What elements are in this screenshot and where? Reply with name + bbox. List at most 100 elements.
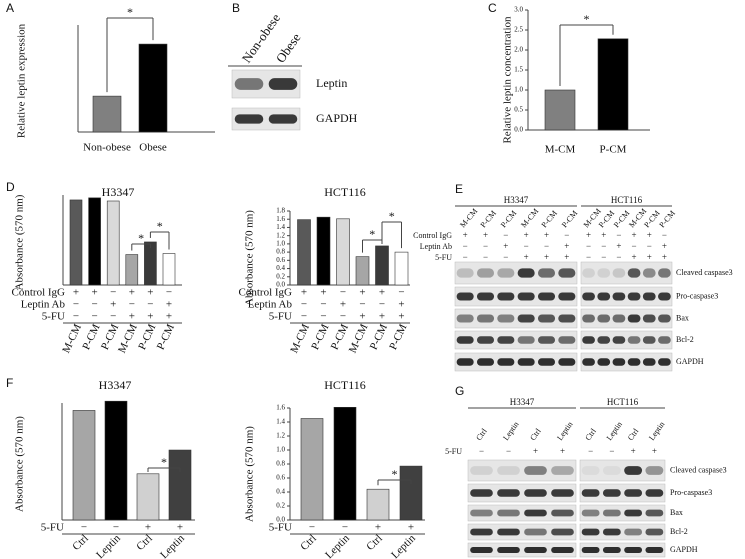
y-tick-label: 1.2 <box>276 231 285 239</box>
blot-band <box>658 314 671 323</box>
condition-sign: + <box>110 299 116 311</box>
blot-membrane <box>580 330 673 350</box>
condition-sign: + <box>524 252 529 262</box>
y-tick-label: 0.0 <box>276 281 285 289</box>
bar <box>136 473 160 521</box>
x-tick-label: Leptin <box>323 532 352 559</box>
bar <box>399 465 423 521</box>
condition-sign: + <box>166 299 172 311</box>
y-tick-label: 0.6 <box>276 256 285 264</box>
blot-group-label: H3347 <box>510 397 535 407</box>
blot-membrane <box>467 483 577 503</box>
blot-band <box>524 489 547 497</box>
y-tick-label: 1.8 <box>276 207 285 215</box>
condition-sign: − <box>662 230 667 240</box>
blot-band-label: Bax <box>676 313 689 322</box>
blot-band <box>497 547 520 553</box>
condition-sign: − <box>301 311 307 323</box>
blot-band <box>597 292 611 301</box>
condition-sign: + <box>524 230 529 240</box>
blot-band <box>624 466 643 475</box>
condition-sign: + <box>375 522 381 534</box>
condition-sign: + <box>129 311 135 323</box>
condition-sign: − <box>506 446 511 456</box>
condition-sign: + <box>398 299 404 311</box>
condition-sign: + <box>408 522 414 534</box>
condition-sign: + <box>632 230 637 240</box>
blot-membrane <box>467 504 577 522</box>
blot-band <box>627 336 641 344</box>
blot-band <box>497 336 515 344</box>
y-axis-label: Absorbance (570 nm) <box>244 426 256 522</box>
blot-band <box>582 358 595 366</box>
bar <box>366 488 390 521</box>
blot-membrane <box>454 330 578 350</box>
x-tick-label: P-CM <box>387 322 409 352</box>
x-tick-label: Ctrl <box>298 532 319 553</box>
blot-band <box>551 489 574 497</box>
blot-band <box>497 314 515 323</box>
condition-sign: + <box>129 287 135 299</box>
condition-sign: − <box>359 299 365 311</box>
blot-band <box>642 336 656 344</box>
significance-label: * <box>392 467 398 481</box>
blot-band <box>645 528 664 536</box>
blot-band <box>602 466 621 475</box>
y-tick-label: 0.0 <box>514 126 523 134</box>
blot-band-label: GAPDH <box>676 357 704 366</box>
condition-sign: − <box>601 241 606 251</box>
condition-sign: + <box>564 252 569 262</box>
blot-lane-label: Leptin <box>555 420 574 442</box>
blot-band <box>558 314 576 323</box>
blot-group-label: HCT116 <box>607 397 639 407</box>
blot-band <box>234 114 264 124</box>
blot-band <box>470 466 493 475</box>
x-tick-label: Leptin <box>94 532 123 559</box>
x-tick-label: Non-obese <box>83 142 131 154</box>
blot-lane-label: Ctrl <box>626 426 641 442</box>
x-tick-label: P-CM <box>155 322 177 352</box>
blot-band <box>597 314 611 323</box>
blot-band <box>537 358 556 366</box>
blot-band <box>456 314 474 323</box>
blot-membrane <box>579 542 666 558</box>
condition-sign: − <box>616 230 621 240</box>
condition-sign: − <box>564 230 569 240</box>
blot-band <box>551 509 574 517</box>
blot-band <box>624 528 643 536</box>
y-tick-label: 1.4 <box>276 418 285 426</box>
blot-band <box>642 314 656 323</box>
blot-lane-label: P-CM <box>499 209 518 230</box>
blot-band <box>582 314 595 323</box>
blot-group-label: HCT116 <box>611 195 643 205</box>
blot-band <box>658 292 671 301</box>
x-tick-label: Leptin <box>158 532 187 559</box>
panel-label: E <box>455 182 463 196</box>
blot-band <box>581 528 600 536</box>
significance-label: * <box>161 455 167 469</box>
y-tick-label: 1.6 <box>276 404 285 412</box>
y-axis-label: Absorbance (570 nm) <box>14 194 26 290</box>
blot-membrane <box>579 459 666 482</box>
blot-band <box>581 489 600 497</box>
blot-band <box>624 509 643 517</box>
condition-sign: − <box>588 446 593 456</box>
blot-band <box>658 268 671 278</box>
bar <box>300 418 324 521</box>
bar <box>88 197 101 286</box>
panel-label: F <box>6 376 13 390</box>
condition-sign: + <box>145 522 151 534</box>
condition-sign: − <box>544 241 549 251</box>
blot-band <box>551 466 574 475</box>
condition-label: Leptin Ab <box>21 299 66 311</box>
blot-band <box>497 292 515 301</box>
condition-sign: − <box>342 522 348 534</box>
condition-sign: − <box>398 287 404 299</box>
condition-sign: − <box>129 299 135 311</box>
blot-band <box>558 358 576 366</box>
blot-band <box>612 268 626 278</box>
blot-lane-label: P-CM <box>560 209 579 230</box>
condition-sign: + <box>503 241 508 251</box>
condition-label: 5-FU <box>445 447 462 456</box>
